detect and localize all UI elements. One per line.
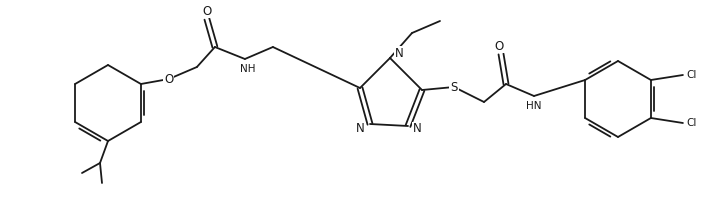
Text: N: N: [413, 123, 422, 136]
Text: O: O: [494, 40, 503, 53]
Text: N: N: [395, 47, 404, 60]
Text: NH: NH: [240, 64, 256, 74]
Text: Cl: Cl: [686, 70, 697, 80]
Text: Cl: Cl: [686, 118, 697, 128]
Text: HN: HN: [526, 101, 542, 111]
Text: S: S: [450, 81, 458, 94]
Text: O: O: [202, 5, 212, 18]
Text: O: O: [164, 73, 173, 85]
Text: N: N: [356, 123, 365, 136]
